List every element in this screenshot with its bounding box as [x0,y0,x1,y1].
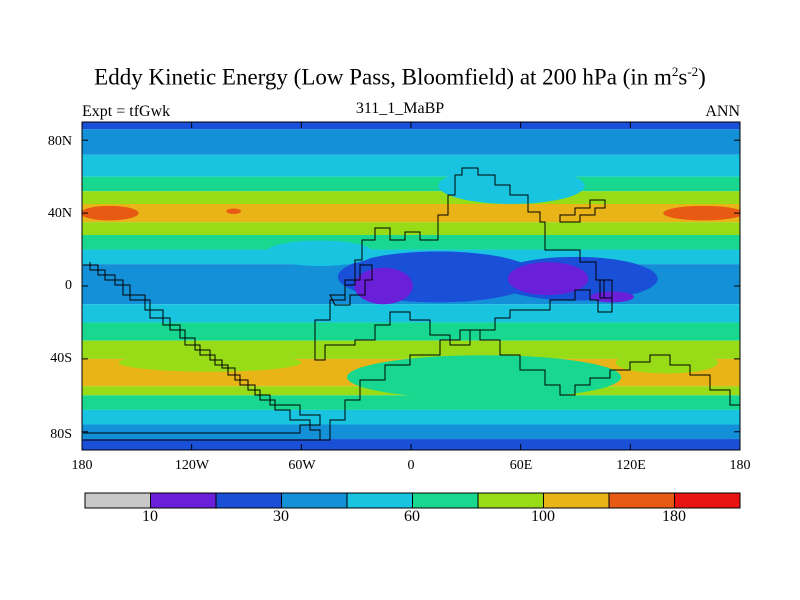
y-tick-label: 80S [50,427,72,442]
colorbar-swatch [281,492,348,509]
zonal-band [82,322,740,341]
continent-outline-2 [83,262,321,441]
zonal-band [82,222,740,235]
colorbar-swatch [84,492,151,509]
continent-outline-3 [305,329,740,441]
continent-outline-5 [329,264,373,306]
colorbar-swatch [346,492,413,509]
axis-ticks [81,122,741,450]
chart-title: Eddy Kinetic Energy (Low Pass, Bloomfiel… [94,64,706,90]
zonal-band [82,129,740,155]
contour-feature [264,240,375,266]
colorbar-label: 60 [404,508,420,525]
colorbar-label: 10 [142,508,158,525]
zonal-band [82,191,740,204]
continent-outline-4 [314,167,613,361]
field-layer [82,122,740,450]
zonal-band [82,395,740,410]
colorbar-label: 30 [273,508,289,525]
zonal-band [82,304,740,323]
x-tick-label: 180 [71,458,93,473]
colorbar-swatch [543,492,610,509]
colorbar-label: 100 [531,508,555,525]
y-tick-label: 80N [47,134,72,149]
y-tick-label: 40N [47,206,72,221]
x-tick-label: 60E [509,458,533,473]
x-tick-label: 120E [616,458,646,473]
zonal-band [82,176,740,192]
contour-feature [663,205,740,221]
colorbar-swatch [215,492,282,509]
zonal-band [82,154,740,177]
continent-outlines [83,167,740,441]
contour-feature [438,167,585,204]
contour-feature [507,262,589,296]
x-tick-label: 120W [174,458,210,473]
colorbar-swatch [608,492,675,509]
contour-feature [118,353,302,372]
colorbar [84,492,741,509]
zonal-band [82,234,740,250]
colorbar-swatch [412,492,479,509]
zonal-band [82,204,740,223]
colorbar-swatch [674,492,741,509]
colorbar-swatch [477,492,544,509]
season-label: ANN [705,103,740,120]
x-tick-label: 180 [729,458,751,473]
continent-outline-7 [599,279,613,299]
zonal-band [82,424,740,440]
contour-feature [226,208,242,215]
colorbar-label: 180 [662,508,686,525]
y-tick-label: 0 [65,278,72,293]
contour-feature [615,351,719,374]
zonal-band [82,409,740,425]
y-tick-label: 40S [50,351,72,366]
contour-feature [354,267,413,305]
contour-feature [82,205,139,221]
colorbar-swatch [150,492,217,509]
run-label: 311_1_MaBP [355,100,445,117]
continent-outline-6 [559,199,606,223]
x-tick-label: 0 [407,458,415,473]
experiment-label: Expt = tfGwk [82,103,171,120]
contour-feature [347,355,622,399]
x-tick-label: 60W [288,458,316,473]
